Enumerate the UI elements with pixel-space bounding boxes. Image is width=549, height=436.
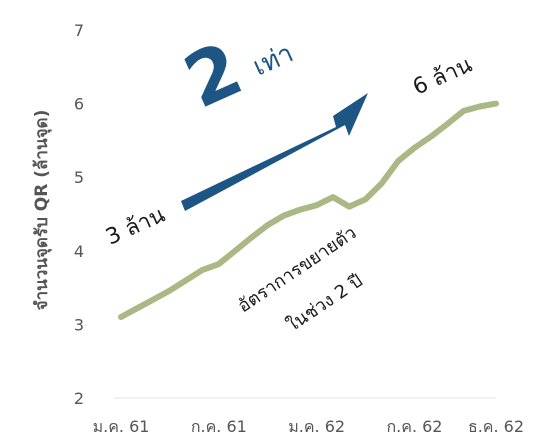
x-tick-label: ก.ค. 62 — [386, 417, 442, 436]
y-tick-label: 6 — [74, 95, 84, 114]
y-tick-label: 3 — [74, 315, 84, 334]
y-axis-ticks: 2 3 4 5 6 7 — [74, 21, 84, 408]
y-tick-label: 5 — [74, 168, 84, 187]
x-tick-label: ธ.ค. 62 — [468, 417, 524, 436]
x-tick-label: ม.ค. 62 — [288, 417, 345, 436]
start-callout: 3 ล้าน — [102, 202, 169, 250]
series-line — [118, 100, 499, 320]
y-axis-label: จำนวนจุดรับ QR (ล้านจุด) — [32, 110, 52, 311]
y-tick-label: 4 — [74, 242, 84, 261]
x-tick-label: ม.ค. 61 — [93, 417, 150, 436]
y-tick-label: 2 — [74, 389, 84, 408]
multiplier-number: 2 — [172, 26, 254, 126]
end-callout: 6 ล้าน — [409, 52, 476, 100]
y-tick-label: 7 — [74, 21, 84, 40]
x-axis-ticks: ม.ค. 61 ก.ค. 61 ม.ค. 62 ก.ค. 62 ธ.ค. 62 — [93, 417, 524, 436]
series-layer — [118, 100, 499, 320]
growth-arrow — [181, 93, 368, 211]
x-tick-label: ก.ค. 61 — [191, 417, 247, 436]
multiplier-word: เท่า — [249, 38, 298, 82]
